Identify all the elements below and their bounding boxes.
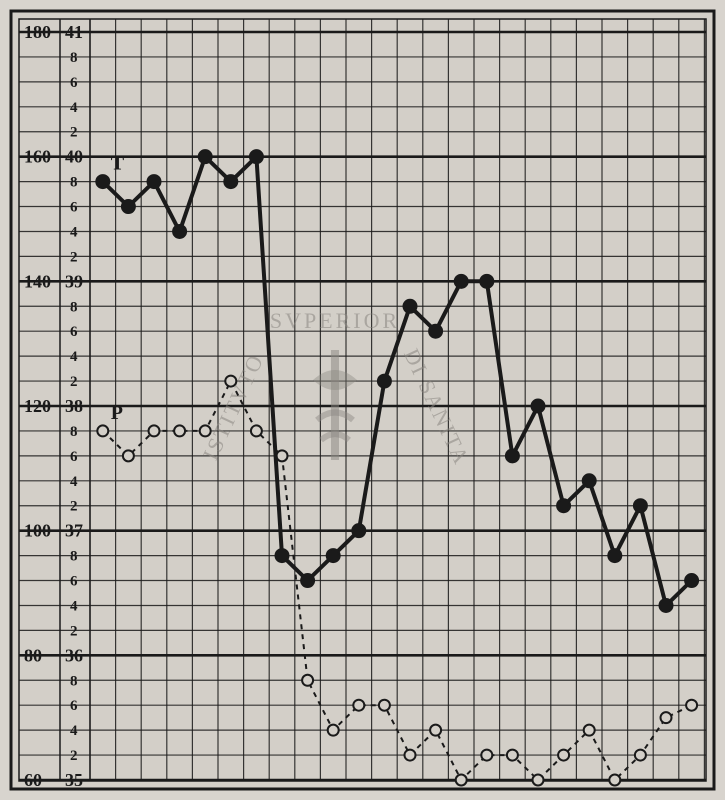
temp-axis-minor: 4 [70, 349, 78, 365]
series-t-marker [455, 275, 468, 288]
series-p-label: P [111, 402, 123, 424]
series-t-marker [429, 325, 442, 338]
temp-axis-major: 41 [65, 22, 83, 42]
series-t-marker [122, 200, 135, 213]
temp-axis-major: 39 [65, 271, 83, 291]
left-axis-label: 160 [24, 147, 51, 167]
series-t-marker [173, 225, 186, 238]
series-p-marker [123, 450, 134, 461]
series-t-marker [608, 549, 621, 562]
temp-axis-minor: 8 [70, 299, 78, 315]
series-p-marker [584, 725, 595, 736]
temp-axis-minor: 6 [70, 324, 78, 340]
series-t-marker [532, 400, 545, 413]
series-p-marker [200, 425, 211, 436]
temp-axis-minor: 6 [70, 574, 78, 590]
series-t-marker [352, 524, 365, 537]
temp-axis-minor: 4 [70, 100, 78, 116]
series-t-marker [276, 549, 289, 562]
series-t-marker [557, 499, 570, 512]
temp-axis-minor: 8 [70, 50, 78, 66]
series-t-marker [480, 275, 493, 288]
series-t-marker [583, 474, 596, 487]
series-p-marker [174, 425, 185, 436]
temp-axis-minor: 8 [70, 175, 78, 191]
temp-axis-minor: 2 [70, 748, 78, 764]
series-t-marker [301, 574, 314, 587]
temp-axis-minor: 8 [70, 549, 78, 565]
series-p-marker [635, 750, 646, 761]
series-p-marker [558, 750, 569, 761]
left-axis-label: 80 [24, 645, 42, 665]
series-t-marker [660, 599, 673, 612]
temp-axis-minor: 4 [70, 474, 78, 490]
series-p-marker [686, 700, 697, 711]
series-t-label: T [111, 153, 125, 175]
temp-axis-minor: 6 [70, 200, 78, 216]
series-p-marker [456, 775, 467, 786]
series-p-marker [353, 700, 364, 711]
left-axis-label: 60 [24, 770, 42, 790]
series-p-marker [533, 775, 544, 786]
series-p-marker [405, 750, 416, 761]
series-t-marker [685, 574, 698, 587]
temp-axis-minor: 2 [70, 623, 78, 639]
chart-canvas: 180 160 140 120 100 80 60 41 8 6 4 2 40 8 6 4 2 39 8 6 4 2 38 8… [0, 0, 725, 800]
series-p-marker [609, 775, 620, 786]
svg-text:SVPERIOR: SVPERIOR [270, 308, 400, 333]
series-p-marker [379, 700, 390, 711]
series-t-marker [148, 175, 161, 188]
temp-axis-minor: 6 [70, 75, 78, 91]
series-p-marker [277, 450, 288, 461]
left-axis-label: 180 [24, 22, 51, 42]
left-axis-label: 140 [24, 271, 51, 291]
series-t-marker [506, 449, 519, 462]
series-p-marker [225, 376, 236, 387]
series-t-marker [199, 150, 212, 163]
temp-axis-major: 40 [65, 147, 83, 167]
temp-axis-minor: 6 [70, 449, 78, 465]
series-t-marker [96, 175, 109, 188]
series-p-marker [507, 750, 518, 761]
series-t-marker [634, 499, 647, 512]
series-p-marker [661, 712, 672, 723]
temp-axis-minor: 2 [70, 374, 78, 390]
temp-axis-minor: 4 [70, 598, 78, 614]
series-p-marker [251, 425, 262, 436]
series-p-marker [430, 725, 441, 736]
temp-axis-minor: 8 [70, 673, 78, 689]
left-axis-label: 120 [24, 396, 51, 416]
series-p-marker [481, 750, 492, 761]
temp-axis-major: 35 [65, 770, 83, 790]
temp-axis-minor: 4 [70, 224, 78, 240]
series-t-marker [378, 375, 391, 388]
temp-axis-minor: 6 [70, 698, 78, 714]
temp-axis-major: 37 [65, 521, 83, 541]
series-t-marker [404, 300, 417, 313]
temp-axis-major: 36 [65, 645, 83, 665]
series-p-marker [97, 425, 108, 436]
series-t-marker [327, 549, 340, 562]
left-axis-label: 100 [24, 521, 51, 541]
series-t-marker [250, 150, 263, 163]
temp-axis-minor: 4 [70, 723, 78, 739]
series-p-marker [149, 425, 160, 436]
series-p-marker [328, 725, 339, 736]
temp-axis-minor: 8 [70, 424, 78, 440]
series-t-marker [224, 175, 237, 188]
temp-axis-minor: 2 [70, 499, 78, 515]
temp-axis-major: 38 [65, 396, 83, 416]
temp-axis-minor: 2 [70, 125, 78, 141]
temp-axis-minor: 2 [70, 249, 78, 265]
series-p-marker [302, 675, 313, 686]
